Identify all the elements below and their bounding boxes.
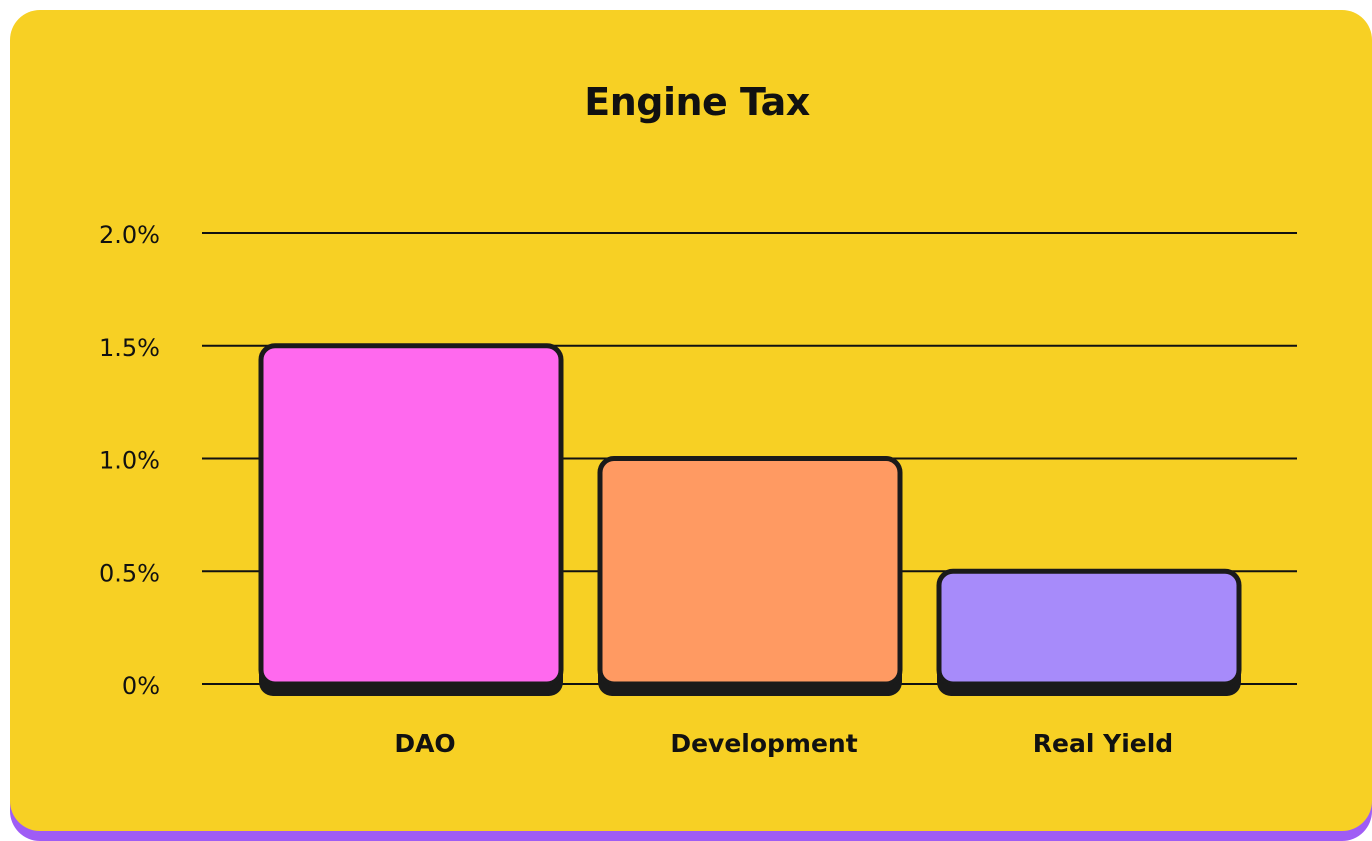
y-tick-label: 1.0% [99,447,160,475]
chart-title: Engine Tax [584,80,810,124]
bar [597,456,903,687]
bars [258,343,1242,696]
bar [936,568,1242,687]
x-category-label: DAO [394,729,455,758]
x-category-label: Real Yield [1033,729,1173,758]
y-tick-label: 0.5% [99,559,160,587]
y-tick-label: 0% [122,672,160,700]
bar [258,343,564,687]
y-tick-label: 1.5% [99,334,160,362]
x-category-label: Development [670,729,857,758]
y-tick-label: 2.0% [99,221,160,249]
x-axis-category-labels: DAO Development Real Yield [394,729,1173,758]
y-axis-tick-labels: 0% 0.5% 1.0% 1.5% 2.0% [99,221,160,700]
